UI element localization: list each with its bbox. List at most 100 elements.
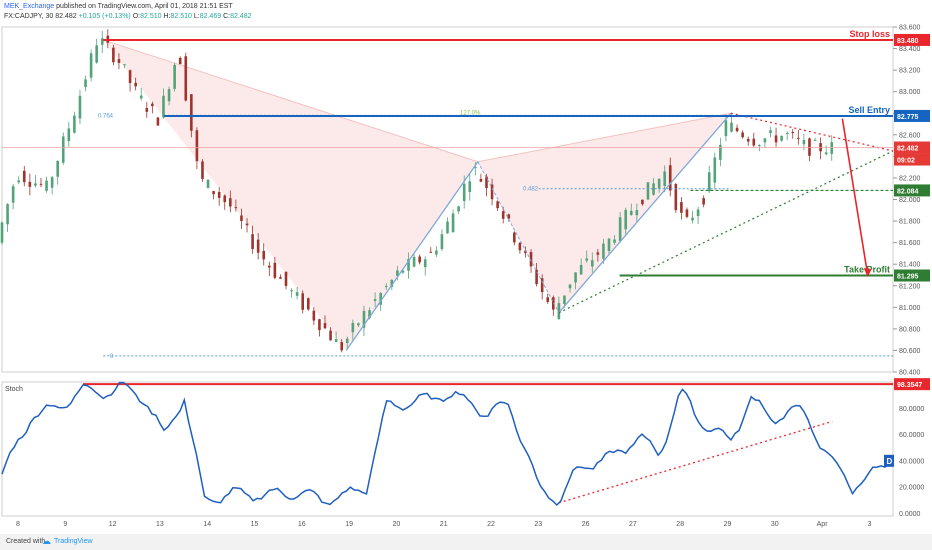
publisher-link[interactable]: MEK_Exchange: [4, 3, 55, 10]
candle-body: [351, 322, 355, 333]
candle-body: [680, 202, 683, 213]
candle-body: [652, 183, 655, 195]
candle-body: [423, 259, 427, 268]
candle-body: [56, 160, 59, 177]
candle-body: [457, 206, 460, 212]
candle-body: [256, 239, 260, 253]
candle-body: [574, 272, 577, 283]
open-value: 82.510: [140, 13, 162, 20]
candle-body: [123, 64, 126, 66]
stop-loss-price-badge: 83.480: [897, 38, 919, 45]
candle-body: [535, 269, 538, 285]
candle-body: [730, 122, 733, 132]
stoch-trendline: [558, 420, 833, 504]
price-tick-label: 81.400: [899, 262, 921, 269]
candle-body: [412, 256, 416, 267]
take-profit-price-badge: 81.295: [897, 274, 919, 281]
candle-body: [262, 250, 266, 260]
candle-body: [568, 284, 572, 289]
candle-body: [39, 183, 43, 185]
take-profit-price-badge-bg: [894, 269, 930, 282]
stoch-series-badge-bg: [884, 454, 894, 467]
candle-body: [117, 59, 121, 63]
price-tick-label: 80.600: [899, 348, 921, 355]
pattern-ab-leg: [345, 161, 479, 351]
stoch-line: [1, 381, 890, 507]
candle-body: [17, 180, 21, 183]
candle-body: [273, 262, 277, 278]
price-tick-label: 82.200: [899, 175, 921, 182]
time-tick-label: 29: [724, 521, 732, 528]
candle-body: [145, 108, 149, 112]
candle-body: [301, 293, 305, 310]
candle-body: [613, 239, 616, 243]
price-tick-label: 83.400: [899, 46, 921, 53]
candle-body: [540, 278, 544, 293]
candle-body: [585, 258, 589, 261]
fib-label-0764: 0.764: [98, 113, 114, 119]
candle-body: [602, 243, 605, 259]
time-tick-label: 8: [16, 521, 20, 528]
candle-body: [746, 138, 750, 142]
support-price-badge: 82.084: [897, 188, 919, 195]
candle-body: [440, 234, 444, 250]
low-value: 82.469: [199, 13, 222, 20]
candle-body: [362, 310, 366, 328]
candle-body: [251, 234, 254, 249]
time-tick-label: 23: [534, 521, 542, 528]
price-tick-label: 83.600: [899, 25, 921, 32]
candle-body: [11, 186, 15, 203]
candle-body: [663, 171, 666, 187]
candle-body: [429, 251, 433, 253]
candle-body: [34, 183, 37, 186]
candle-body: [735, 127, 739, 132]
candle-body: [808, 138, 811, 156]
candle-body: [552, 297, 555, 310]
current-price-badge: 82.482: [897, 146, 919, 153]
candle-body: [507, 214, 511, 219]
candle-body: [479, 178, 483, 182]
candle-body: [646, 182, 650, 200]
stoch-tick-label: 0.0000: [899, 511, 921, 518]
candle-body: [295, 292, 299, 296]
candle-body: [763, 138, 767, 143]
candle-body: [624, 209, 627, 230]
stoch-title: Stoch: [5, 386, 23, 393]
candle-body: [312, 310, 316, 321]
candle-body: [607, 238, 611, 251]
candle-body: [128, 70, 132, 83]
candle-body: [290, 290, 293, 292]
time-tick-label: 12: [109, 521, 117, 528]
fib-label-0482: 0.482: [523, 187, 539, 193]
candle-body: [306, 298, 310, 310]
time-tick-label: 27: [629, 521, 637, 528]
candle-body: [167, 89, 171, 102]
candle-body: [719, 144, 722, 160]
fib-label-127: 127.0%: [460, 110, 481, 116]
candle-body: [435, 250, 438, 255]
stoch-tick-label: 20.0000: [899, 485, 924, 492]
price-tick-label: 81.200: [899, 283, 921, 290]
candle-body: [84, 79, 87, 88]
tradingview-brand-link[interactable]: TradingView: [54, 538, 93, 545]
candle-body: [329, 330, 332, 341]
candle-body: [830, 142, 834, 154]
candle-body: [368, 310, 371, 319]
created-with-text: Created with: [6, 538, 46, 545]
candle-body: [769, 130, 772, 134]
stop-loss-price-badge-bg: [894, 33, 930, 46]
candle-body: [139, 95, 143, 99]
candle-body: [596, 252, 600, 255]
candle-body: [345, 338, 349, 344]
candle-body: [691, 217, 694, 221]
time-tick-label: 15: [251, 521, 259, 528]
candle-body: [702, 198, 705, 205]
sell-entry-label: Sell Entry: [848, 105, 890, 115]
candle-body: [407, 258, 410, 271]
chart-svg[interactable]: 80.400 80.600 80.800 81.000 81.200 81.400 81.6…: [0, 0, 932, 534]
candle-body: [28, 181, 32, 187]
pattern-bd-edge: [477, 112, 732, 163]
candle-body: [629, 210, 633, 215]
candle-body: [217, 191, 221, 198]
bar-countdown-badge-bg: [894, 153, 930, 166]
